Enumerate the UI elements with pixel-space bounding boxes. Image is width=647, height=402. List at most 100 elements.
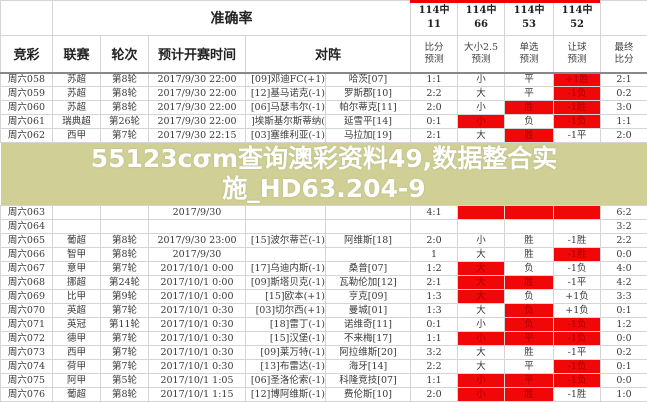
hit-label: 114中 xyxy=(554,4,600,18)
score-prediction: 1:1 xyxy=(411,332,458,346)
away-team: 阿维斯[18] xyxy=(326,234,411,248)
score-prediction: 1:1 xyxy=(411,374,458,388)
kickoff-time: 2017/10/1 0:00 xyxy=(149,276,246,290)
score-prediction: 2:2 xyxy=(411,87,458,101)
home-team: [12]基马诺克(-1) xyxy=(246,87,326,101)
col-round: 轮次 xyxy=(101,36,149,73)
handicap-prediction: +1胜 xyxy=(554,73,601,87)
kickoff-time: 2017/10/1 0:30 xyxy=(149,346,246,360)
league: 苏超 xyxy=(53,87,101,101)
league: 瑞典超 xyxy=(53,115,101,129)
match-id: 周六063 xyxy=(1,206,53,220)
match-id: 周六068 xyxy=(1,276,53,290)
score-prediction: 2:0 xyxy=(411,101,458,115)
away-team: 海牙[14] xyxy=(326,360,411,374)
league: 英超 xyxy=(53,304,101,318)
round: 第8轮 xyxy=(101,248,149,262)
away-team: 曼城[01] xyxy=(326,304,411,318)
match-id: 周六061 xyxy=(1,115,53,129)
league: 葡超 xyxy=(53,388,101,402)
over-under-prediction: 小 xyxy=(458,101,505,115)
league: 英冠 xyxy=(53,318,101,332)
away-team: 阿拉维斯[20] xyxy=(326,346,411,360)
hit-count: 66 xyxy=(458,18,504,32)
kickoff-time: 2017/10/1 0:30 xyxy=(149,332,246,346)
pick-prediction: 胜 xyxy=(505,129,554,143)
final-score: 2:2 xyxy=(601,234,647,248)
score-prediction: 0:1 xyxy=(411,318,458,332)
round: 第7轮 xyxy=(101,346,149,360)
table-row: 周六064 3:2 xyxy=(1,220,647,234)
match-id: 周六059 xyxy=(1,87,53,101)
col-jingcai: 竞彩 xyxy=(1,36,53,73)
kickoff-time: 2017/9/30 xyxy=(149,206,246,220)
over-under-prediction: 大 xyxy=(458,262,505,276)
over-under-prediction: 小 xyxy=(458,234,505,248)
league: 挪超 xyxy=(53,276,101,290)
home-team: [06]圣洛伦索(-1) xyxy=(246,374,326,388)
match-id: 周六070 xyxy=(1,304,53,318)
hit-count: 53 xyxy=(505,18,553,32)
overlay-row: 55123cσm查询澳彩资料49,数据整合实 施_HD63.204-9 xyxy=(1,143,647,206)
handicap-prediction: -1负 xyxy=(554,360,601,374)
handicap-prediction xyxy=(554,206,601,220)
pick-prediction: 胜 xyxy=(505,388,554,402)
hit-label: 114中 xyxy=(458,4,504,18)
round xyxy=(101,220,149,234)
away-team: 费伦斯[10] xyxy=(326,388,411,402)
home-team: [03]塞维利亚(-1) xyxy=(246,129,326,143)
handicap-prediction: -1胜 xyxy=(554,388,601,402)
pick-prediction: 负 xyxy=(505,318,554,332)
hit-label: 114中 xyxy=(505,4,553,18)
home-team xyxy=(246,220,326,234)
kickoff-time: 2017/10/1 0:30 xyxy=(149,360,246,374)
final-score: 0:1 xyxy=(601,304,647,318)
home-team: [15]波尔蒂芒(-1) xyxy=(246,234,326,248)
hit-count: 11 xyxy=(411,18,457,32)
final-score: 0:0 xyxy=(601,374,647,388)
pick-prediction xyxy=(505,206,554,220)
kickoff-time: 2017/9/30 23:00 xyxy=(149,234,246,248)
match-id: 周六060 xyxy=(1,101,53,115)
pick-prediction xyxy=(505,220,554,234)
score-prediction: 2:0 xyxy=(411,388,458,402)
home-team: [09]斯塔贝克(-1) xyxy=(246,276,326,290)
away-team: 桑普[07] xyxy=(326,262,411,276)
round: 第7轮 xyxy=(101,262,149,276)
over-under-prediction: 小 xyxy=(458,374,505,388)
match-id: 周六076 xyxy=(1,388,53,402)
match-id: 周六064 xyxy=(1,220,53,234)
away-team: 哈茨[07] xyxy=(326,73,411,87)
away-team: 延雪平[14] xyxy=(326,115,411,129)
home-team: [12]博阿维斯(-1) xyxy=(246,388,326,402)
col-pick-pred: 单选 预测 xyxy=(505,36,554,73)
col-handicap-pred: 让球 预测 xyxy=(554,36,601,73)
over-under-prediction: 小 xyxy=(458,388,505,402)
match-id: 周六073 xyxy=(1,346,53,360)
match-id: 周六075 xyxy=(1,374,53,388)
over-under-prediction xyxy=(458,220,505,234)
league: 西甲 xyxy=(53,129,101,143)
home-team: [06]马瑟韦尔(-1) xyxy=(246,101,326,115)
kickoff-time xyxy=(149,220,246,234)
league: 苏超 xyxy=(53,73,101,87)
final-score: 2:0 xyxy=(601,129,647,143)
over-under-prediction: 大 xyxy=(458,87,505,101)
final-score: 3:3 xyxy=(601,290,647,304)
pick-prediction: 平 xyxy=(505,374,554,388)
final-score: 3:2 xyxy=(601,220,647,234)
home-team: [15]汉堡(-1) xyxy=(246,332,326,346)
over-under-prediction: 小 xyxy=(458,318,505,332)
home-team: [17]乌迪内斯(-1) xyxy=(246,262,326,276)
round: 第8轮 xyxy=(101,87,149,101)
score-prediction: 1:1 xyxy=(411,73,458,87)
handicap-prediction: -1平 xyxy=(554,346,601,360)
pick-prediction: 平 xyxy=(505,332,554,346)
over-under-prediction: 大 xyxy=(458,360,505,374)
league: 荷甲 xyxy=(53,360,101,374)
